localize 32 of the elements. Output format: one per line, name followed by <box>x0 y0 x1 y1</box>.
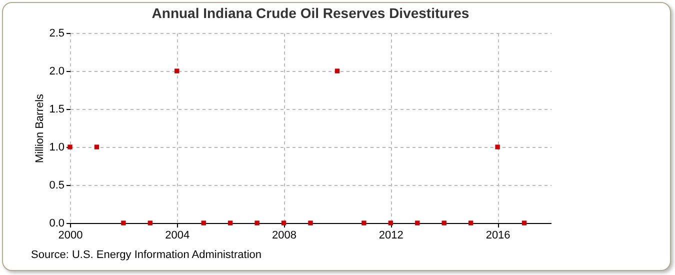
y-tick-label: 0.5 <box>49 180 64 192</box>
point <box>442 220 446 226</box>
y-axis-title: Million Barrels <box>34 93 46 164</box>
x-tick-label: 2012 <box>378 230 404 242</box>
point <box>362 220 366 226</box>
point <box>308 220 313 226</box>
point <box>148 220 153 226</box>
point <box>68 144 72 150</box>
point <box>254 220 260 226</box>
point <box>388 220 394 226</box>
point <box>281 220 286 226</box>
point <box>522 220 527 226</box>
y-tick-label: 0.0 <box>49 218 64 230</box>
source-note: Source: U.S. Energy Information Administration <box>31 249 262 261</box>
y-tick-label: 1.5 <box>49 104 64 116</box>
x-tick-label: 2004 <box>165 230 190 242</box>
point <box>334 68 340 74</box>
x-tick-label: 2016 <box>486 230 510 242</box>
point <box>174 68 180 74</box>
point <box>468 220 474 226</box>
point <box>94 144 100 150</box>
x-tick-label: 2000 <box>58 230 83 242</box>
x-tick-label: 2008 <box>272 230 297 242</box>
y-tick-label: 2.0 <box>49 66 64 78</box>
y-tick-label: 1.0 <box>49 142 64 154</box>
point <box>415 220 420 226</box>
point <box>121 220 126 226</box>
point <box>228 220 233 226</box>
chart-title: Annual Indiana Crude Oil Reserves Divestitures <box>152 5 470 21</box>
y-tick-label: 2.5 <box>49 28 64 40</box>
point <box>201 220 206 226</box>
point <box>495 144 500 150</box>
